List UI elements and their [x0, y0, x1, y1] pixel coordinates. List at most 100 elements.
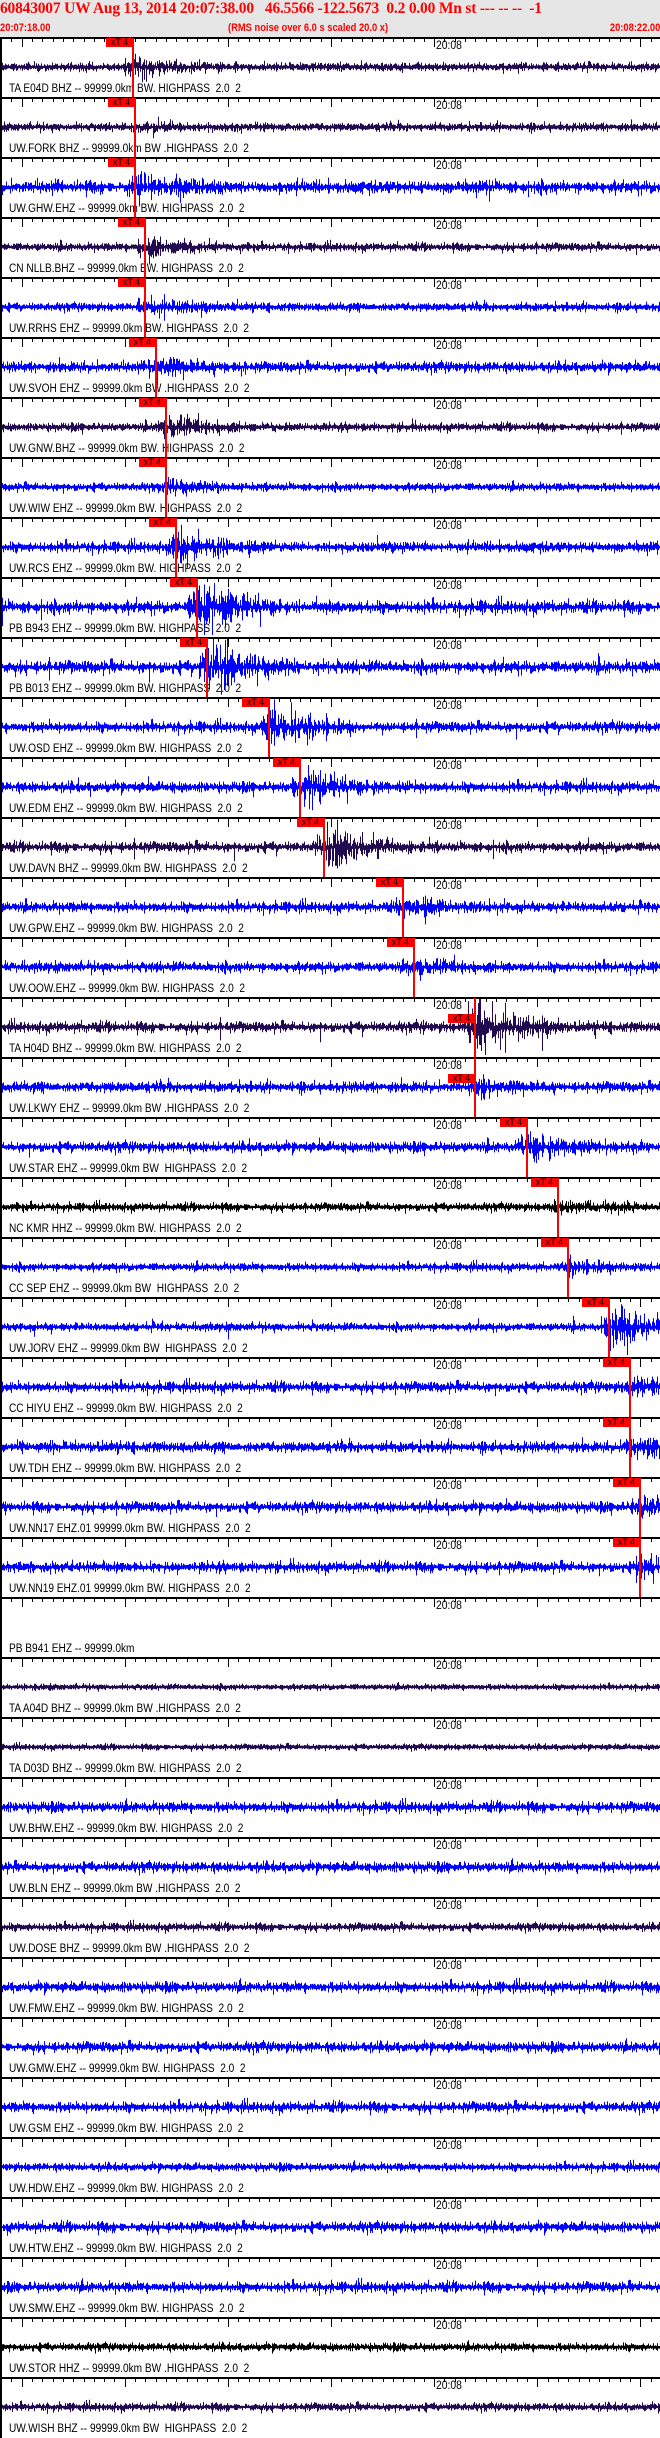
pick-marker[interactable]: xT 4 — [118, 278, 145, 287]
pick-marker[interactable]: xT 4 — [582, 1298, 609, 1307]
pick-line[interactable] — [165, 458, 167, 517]
time-axis-line — [0, 2137, 660, 2139]
pick-line[interactable] — [402, 878, 404, 937]
pick-line[interactable] — [413, 938, 415, 997]
pick-marker[interactable]: xT 4 — [149, 518, 176, 527]
minute-tick-label: 20:08 — [436, 1960, 462, 1972]
time-axis-line — [0, 1537, 660, 1539]
pick-line[interactable] — [144, 218, 146, 277]
pick-line[interactable] — [629, 1358, 631, 1417]
pick-line[interactable] — [567, 1238, 569, 1297]
pick-line[interactable] — [144, 278, 146, 337]
minute-tick-label: 20:08 — [436, 280, 462, 292]
time-axis-ticks — [1, 997, 652, 1007]
trace-plot — [0, 1537, 660, 1584]
pick-marker[interactable]: xT 4 — [541, 1238, 568, 1247]
time-axis-ticks — [1, 1357, 652, 1367]
minute-tick-label: 20:08 — [436, 160, 462, 172]
trace-plot — [0, 1657, 660, 1692]
trace-panel: 20:08 UW.BHW.EHZ -- 99999.0km BW. HIGHPAS… — [0, 1777, 660, 1837]
pick-line[interactable] — [639, 1538, 641, 1597]
minute-tick-label: 20:08 — [436, 1720, 462, 1732]
pick-line[interactable] — [196, 578, 198, 637]
time-axis-ticks — [1, 1597, 652, 1607]
station-label: PB B941 EHZ -- 99999.0km — [9, 1643, 135, 1655]
pick-marker[interactable]: xT 4 — [603, 1418, 630, 1427]
trace-plot — [0, 1777, 660, 1816]
pick-marker[interactable]: xT 4 — [118, 218, 145, 227]
pick-marker[interactable]: xT 4 — [387, 938, 414, 947]
pick-marker[interactable]: xT 4 — [297, 818, 324, 827]
pick-line[interactable] — [557, 1178, 559, 1237]
trace-panel: 20:08 TA D03D BHZ -- 99999.0km BW. HIGHPA… — [0, 1717, 660, 1777]
trace-panel: 20:08 UW.BLN EHZ -- 99999.0km BW .HIGHPAS… — [0, 1837, 660, 1897]
trace-panel: 20:08 CC HIYU EHZ -- 99999.0km BW. HIGHPA… — [0, 1357, 660, 1417]
waveform — [2, 699, 660, 746]
pick-line[interactable] — [132, 38, 134, 97]
time-axis-line — [0, 1897, 660, 1899]
pick-line[interactable] — [474, 998, 476, 1057]
time-axis-line — [0, 1297, 660, 1299]
pick-line[interactable] — [629, 1418, 631, 1477]
pick-line[interactable] — [526, 1118, 528, 1177]
minute-tick-label: 20:08 — [436, 1780, 462, 1792]
waveform — [2, 477, 660, 497]
minute-tick-label: 20:08 — [436, 1900, 462, 1912]
pick-marker[interactable]: xT 4 — [139, 398, 166, 407]
trace-plot — [0, 697, 660, 746]
waveform — [2, 954, 660, 981]
station-label: TA D03D BHZ -- 99999.0km BW. HIGHPASS 2.… — [9, 1763, 242, 1775]
pick-marker[interactable]: xT 4 — [448, 1014, 475, 1023]
time-axis-line — [0, 2377, 660, 2379]
pick-line[interactable] — [134, 158, 136, 217]
pick-marker[interactable]: xT 4 — [603, 1358, 630, 1367]
pick-line[interactable] — [323, 818, 325, 877]
station-label: UW.GMW.EHZ -- 99999.0km BW. HIGHPASS 2.0… — [9, 2063, 246, 2075]
pick-marker[interactable]: xT 4 — [106, 38, 133, 47]
trace-panel: 20:08 UW.GNW.BHZ -- 99999.0km BW. HIGHPAS… — [0, 397, 660, 457]
pick-line[interactable] — [608, 1298, 610, 1357]
trace-panel: 20:08 UW.TDH EHZ -- 99999.0km BW. HIGHPAS… — [0, 1417, 660, 1477]
station-label: UW.EDM EHZ -- 99999.0km BW. HIGHPASS 2.0… — [9, 803, 243, 815]
pick-line[interactable] — [155, 338, 157, 397]
pick-line[interactable] — [268, 698, 270, 757]
pick-line[interactable] — [474, 1058, 476, 1117]
pick-marker[interactable]: xT 4 — [500, 1118, 527, 1127]
pick-marker[interactable]: xT 4 — [531, 1178, 558, 1187]
trace-panel: 20:08 UW.GMW.EHZ -- 99999.0km BW. HIGHPAS… — [0, 2017, 660, 2077]
pick-marker[interactable]: xT 4 — [448, 1074, 475, 1083]
pick-line[interactable] — [165, 398, 167, 457]
pick-line[interactable] — [175, 518, 177, 577]
pick-marker[interactable]: xT 4 — [613, 1538, 640, 1547]
pick-marker[interactable]: xT 4 — [376, 878, 403, 887]
minute-tick-label: 20:08 — [436, 1480, 462, 1492]
pick-marker[interactable]: xT 4 — [613, 1478, 640, 1487]
pick-marker[interactable]: xT 4 — [170, 578, 197, 587]
time-axis-line — [0, 1477, 660, 1479]
trace-plot — [0, 37, 660, 83]
trace-panel: 20:08 TA A04D BHZ -- 99999.0km BW .HIGHPA… — [0, 1657, 660, 1717]
time-axis-line — [0, 1177, 660, 1179]
pick-line[interactable] — [206, 638, 208, 697]
pick-line[interactable] — [639, 1478, 641, 1537]
pick-marker[interactable]: xT 4 — [129, 338, 156, 347]
pick-marker[interactable]: xT 4 — [273, 758, 300, 767]
trace-panel: 20:08 CN NLLB.BHZ -- 99999.0km BW. HIGHPA… — [0, 217, 660, 277]
pick-marker[interactable]: xT 4 — [180, 638, 207, 647]
pick-marker[interactable]: xT 4 — [108, 158, 135, 167]
time-axis-line — [0, 457, 660, 459]
minute-tick-label: 20:08 — [436, 820, 462, 832]
waveform — [2, 2097, 660, 2116]
trace-panel: 20:08 UW.HTW.EHZ -- 99999.0km BW. HIGHPAS… — [0, 2197, 660, 2257]
pick-marker[interactable]: xT 4 — [139, 458, 166, 467]
pick-line[interactable] — [299, 758, 301, 817]
pick-line[interactable] — [134, 98, 136, 157]
waveform — [2, 765, 660, 811]
pick-marker[interactable]: xT 4 — [108, 98, 135, 107]
waveform — [2, 524, 660, 568]
station-label: UW.NN17 EHZ.01 99999.0km BW. HIGHPASS 2.… — [9, 1523, 251, 1535]
pick-marker[interactable]: xT 4 — [242, 698, 269, 707]
time-axis-ticks — [1, 817, 652, 827]
trace-panel: 20:08 UW.WIW EHZ -- 99999.0km BW. HIGHPAS… — [0, 457, 660, 517]
station-label: UW.JORV EHZ -- 99999.0km BW HIGHPASS 2.0… — [9, 1343, 248, 1355]
